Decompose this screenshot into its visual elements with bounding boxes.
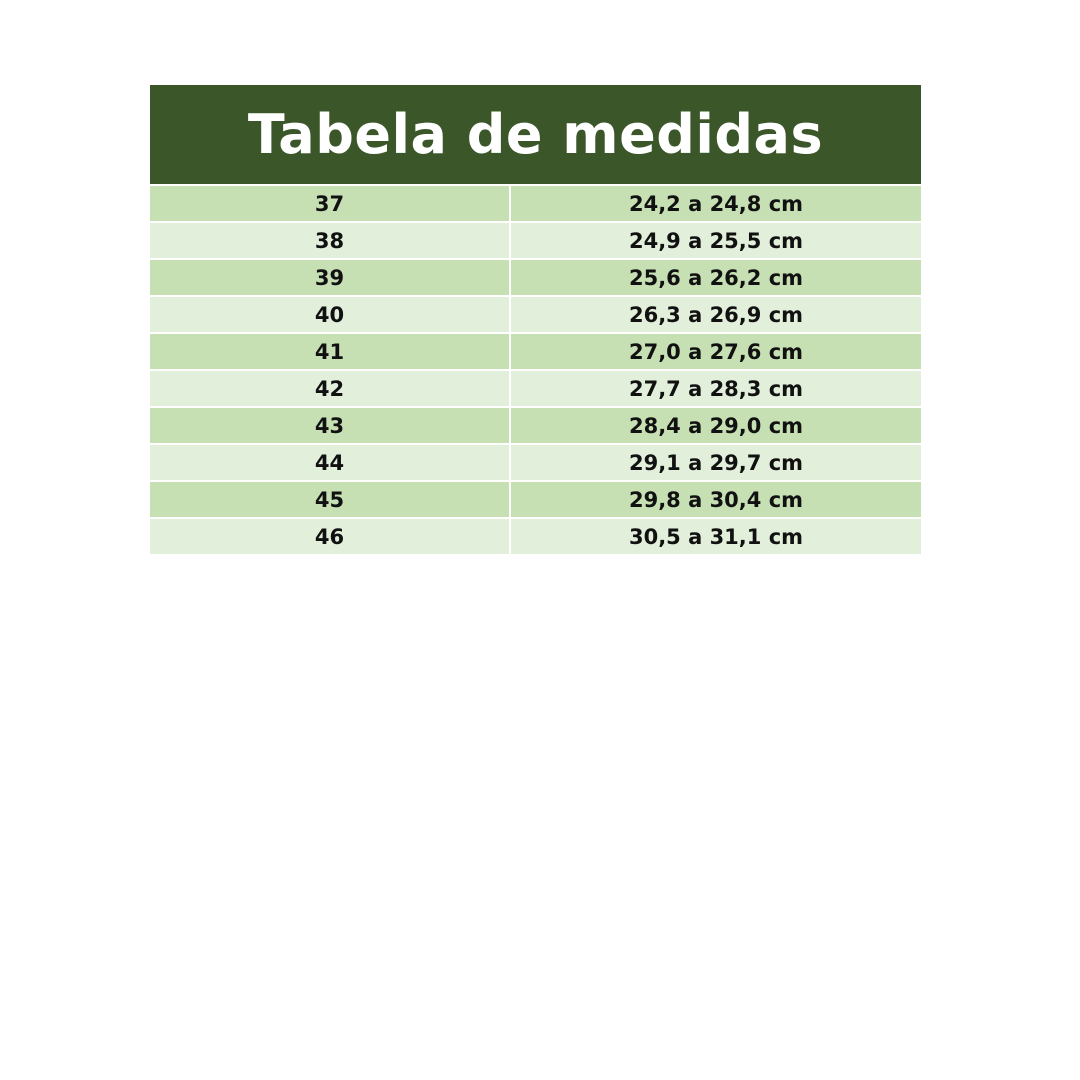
size-cell: 38 <box>150 223 509 258</box>
table-row: 37 24,2 a 24,8 cm <box>150 186 921 221</box>
measure-cell: 30,5 a 31,1 cm <box>511 519 921 554</box>
measure-cell: 27,0 a 27,6 cm <box>511 334 921 369</box>
measure-cell: 26,3 a 26,9 cm <box>511 297 921 332</box>
table-row: 40 26,3 a 26,9 cm <box>150 297 921 332</box>
size-cell: 40 <box>150 297 509 332</box>
measure-cell: 28,4 a 29,0 cm <box>511 408 921 443</box>
measure-cell: 25,6 a 26,2 cm <box>511 260 921 295</box>
measure-cell: 29,8 a 30,4 cm <box>511 482 921 517</box>
table-row: 38 24,9 a 25,5 cm <box>150 223 921 258</box>
table-title: Tabela de medidas <box>150 85 921 184</box>
measure-cell: 27,7 a 28,3 cm <box>511 371 921 406</box>
measure-cell: 24,9 a 25,5 cm <box>511 223 921 258</box>
size-cell: 37 <box>150 186 509 221</box>
size-table: Tabela de medidas 37 24,2 a 24,8 cm 38 24,9… <box>150 85 921 649</box>
table-body: 37 24,2 a 24,8 cm 38 24,9 a 25,5 cm 39 25,6 a… <box>150 186 921 649</box>
table-row: 41 27,0 a 27,6 cm <box>150 334 921 369</box>
size-cell: 44 <box>150 445 509 480</box>
size-cell: 39 <box>150 260 509 295</box>
table-row: 46 30,5 a 31,1 cm <box>150 519 921 554</box>
table-row: 43 28,4 a 29,0 cm <box>150 408 921 443</box>
size-cell: 42 <box>150 371 509 406</box>
measure-cell: 29,1 a 29,7 cm <box>511 445 921 480</box>
size-cell: 43 <box>150 408 509 443</box>
measure-cell: 24,2 a 24,8 cm <box>511 186 921 221</box>
table-row: 39 25,6 a 26,2 cm <box>150 260 921 295</box>
table-row: 42 27,7 a 28,3 cm <box>150 371 921 406</box>
size-cell: 46 <box>150 519 509 554</box>
table-row: 45 29,8 a 30,4 cm <box>150 482 921 517</box>
table-row: 44 29,1 a 29,7 cm <box>150 445 921 480</box>
size-cell: 45 <box>150 482 509 517</box>
size-cell: 41 <box>150 334 509 369</box>
